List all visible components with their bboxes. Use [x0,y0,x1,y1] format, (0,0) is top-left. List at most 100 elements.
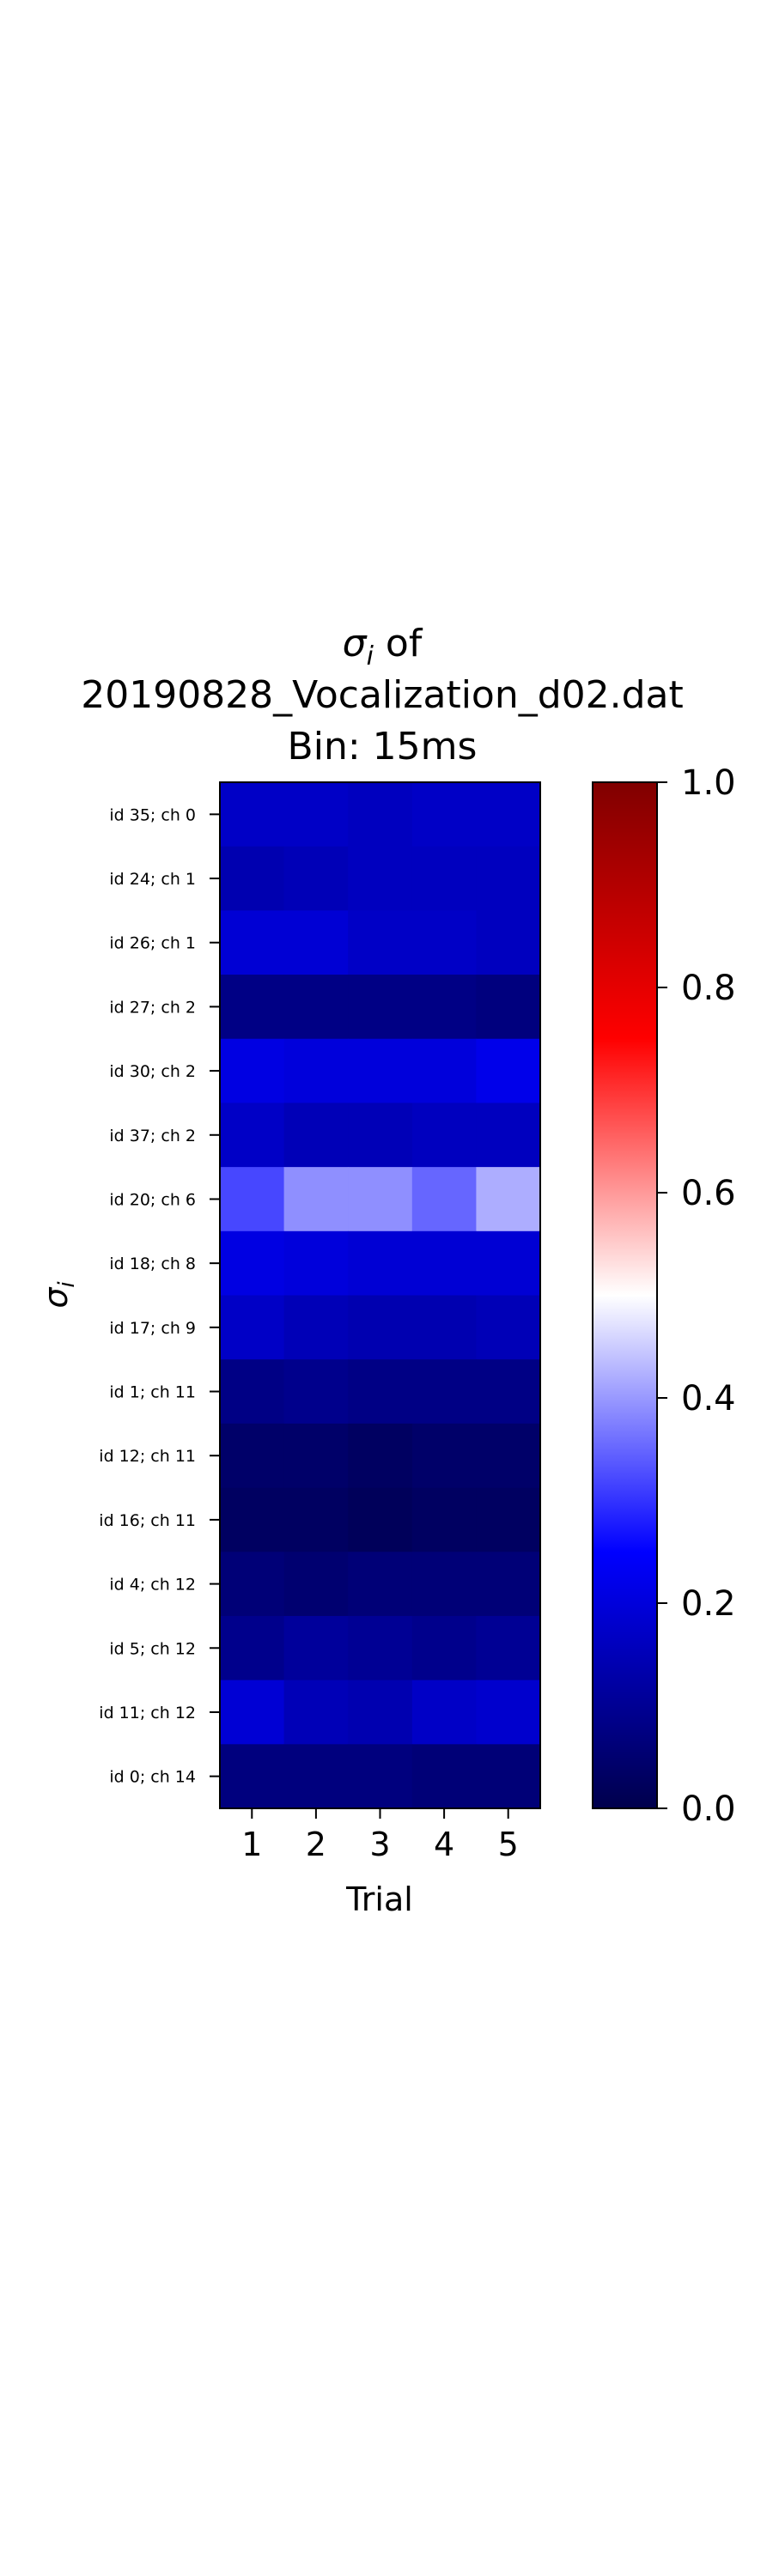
x-tick-label: 4 [434,1826,454,1863]
heatmap-cell [220,1744,285,1809]
heatmap-cell [283,1615,349,1681]
heatmap-cell [411,1038,477,1103]
heatmap-cell [411,1423,477,1489]
colorbar-tick-label: 0.8 [681,969,736,1008]
heatmap-cell [283,1487,349,1552]
heatmap-cell [220,1230,285,1296]
heatmap-cell [348,846,413,911]
heatmap-cell [220,1103,285,1168]
heatmap-cell [283,1744,349,1809]
colorbar-tick-label: 0.2 [681,1584,736,1624]
x-tick-label: 1 [241,1826,262,1863]
heatmap-cell [348,910,413,975]
heatmap-cell [476,910,541,975]
heatmap-cell [411,846,477,911]
heatmap-cell [411,910,477,975]
heatmap-cell [348,1295,413,1360]
heatmap-cell [476,975,541,1040]
heatmap-cell [283,1038,349,1103]
y-tick-label: id 18; ch 8 [109,1255,196,1273]
heatmap-cell [411,1359,477,1425]
chart-title-line1: σi of [343,622,423,671]
heatmap-cell [348,1552,413,1617]
heatmap-cell [476,1103,541,1168]
heatmap-cell [476,1615,541,1681]
heatmap-cell [283,846,349,911]
heatmap-cell [411,1487,477,1552]
heatmap-cell [283,910,349,975]
y-tick-label: id 11; ch 12 [99,1704,196,1722]
heatmap-cell [411,1615,477,1681]
y-tick-label: id 17; ch 9 [109,1319,196,1338]
heatmap-cell [220,1552,285,1617]
chart-title-line3: Bin: 15ms [288,725,478,769]
heatmap-cells [220,782,541,1809]
colorbar [592,781,658,1809]
x-axis-label: Trial [345,1880,413,1918]
heatmap-cell [476,1295,541,1360]
y-tick-label: id 0; ch 14 [109,1768,196,1787]
heatmap-cell [476,1744,541,1809]
heatmap-cell [476,1038,541,1103]
heatmap-cell [411,1230,477,1296]
heatmap-cell [411,1744,477,1809]
y-tick-label: id 20; ch 6 [109,1190,196,1209]
heatmap-cell [283,1103,349,1168]
heatmap-cell [476,1423,541,1489]
heatmap-cell [220,975,285,1040]
x-axis-ticks: 1 2 3 4 5 [241,1808,519,1863]
chart-title-line2: 20190828_Vocalization_d02.dat [81,673,684,717]
y-tick-label: id 35; ch 0 [109,805,196,824]
y-tick-label: id 30; ch 2 [109,1062,196,1081]
heatmap-cell [476,1167,541,1232]
heatmap-cell [220,1359,285,1425]
heatmap-cell [283,975,349,1040]
heatmap-cell [220,1487,285,1552]
heatmap-cell [411,1295,477,1360]
heatmap-cell [476,782,541,848]
heatmap-cell [348,1038,413,1103]
heatmap-cell [411,975,477,1040]
heatmap-cell [283,1359,349,1425]
y-tick-label: id 1; ch 11 [109,1383,196,1402]
heatmap-cell [220,1167,285,1232]
heatmap-cell [348,975,413,1040]
heatmap-cell [220,1295,285,1360]
colorbar-tick-label: 0.6 [681,1174,736,1213]
heatmap-cell [348,1680,413,1745]
heatmap-cell [283,1680,349,1745]
heatmap-cell [476,1359,541,1425]
heatmap-cell [348,1744,413,1809]
heatmap-cell [283,782,349,848]
colorbar-ticks: 0.0 0.2 0.4 0.6 0.8 1.0 [657,763,736,1829]
y-tick-label: id 26; ch 1 [109,934,196,953]
y-tick-label: id 27; ch 2 [109,998,196,1017]
heatmap-cell [348,1615,413,1681]
heatmap-cell [220,1615,285,1681]
heatmap-cell [476,1552,541,1617]
heatmap-cell [283,1167,349,1232]
heatmap-cell [411,1167,477,1232]
heatmap-cell [283,1423,349,1489]
x-tick-label: 2 [306,1826,326,1863]
heatmap-cell [476,846,541,911]
colorbar-tick-label: 0.4 [681,1379,736,1419]
y-tick-label: id 16; ch 11 [99,1511,196,1530]
heatmap-cell [348,1103,413,1168]
heatmap-cell [220,1038,285,1103]
heatmap-cell [348,1167,413,1232]
heatmap-cell [476,1680,541,1745]
heatmap-cell [220,1423,285,1489]
heatmap-cell [283,1295,349,1360]
y-tick-label: id 5; ch 12 [109,1639,196,1658]
heatmap-cell [411,1103,477,1168]
heatmap-cell [411,1680,477,1745]
y-tick-label: id 12; ch 11 [99,1447,196,1466]
heatmap-cell [220,910,285,975]
heatmap-cell [220,1680,285,1745]
y-tick-label: id 37; ch 2 [109,1127,196,1145]
colorbar-tick-label: 1.0 [681,763,736,803]
y-tick-label: id 4; ch 12 [109,1576,196,1595]
heatmap-cell [348,782,413,848]
